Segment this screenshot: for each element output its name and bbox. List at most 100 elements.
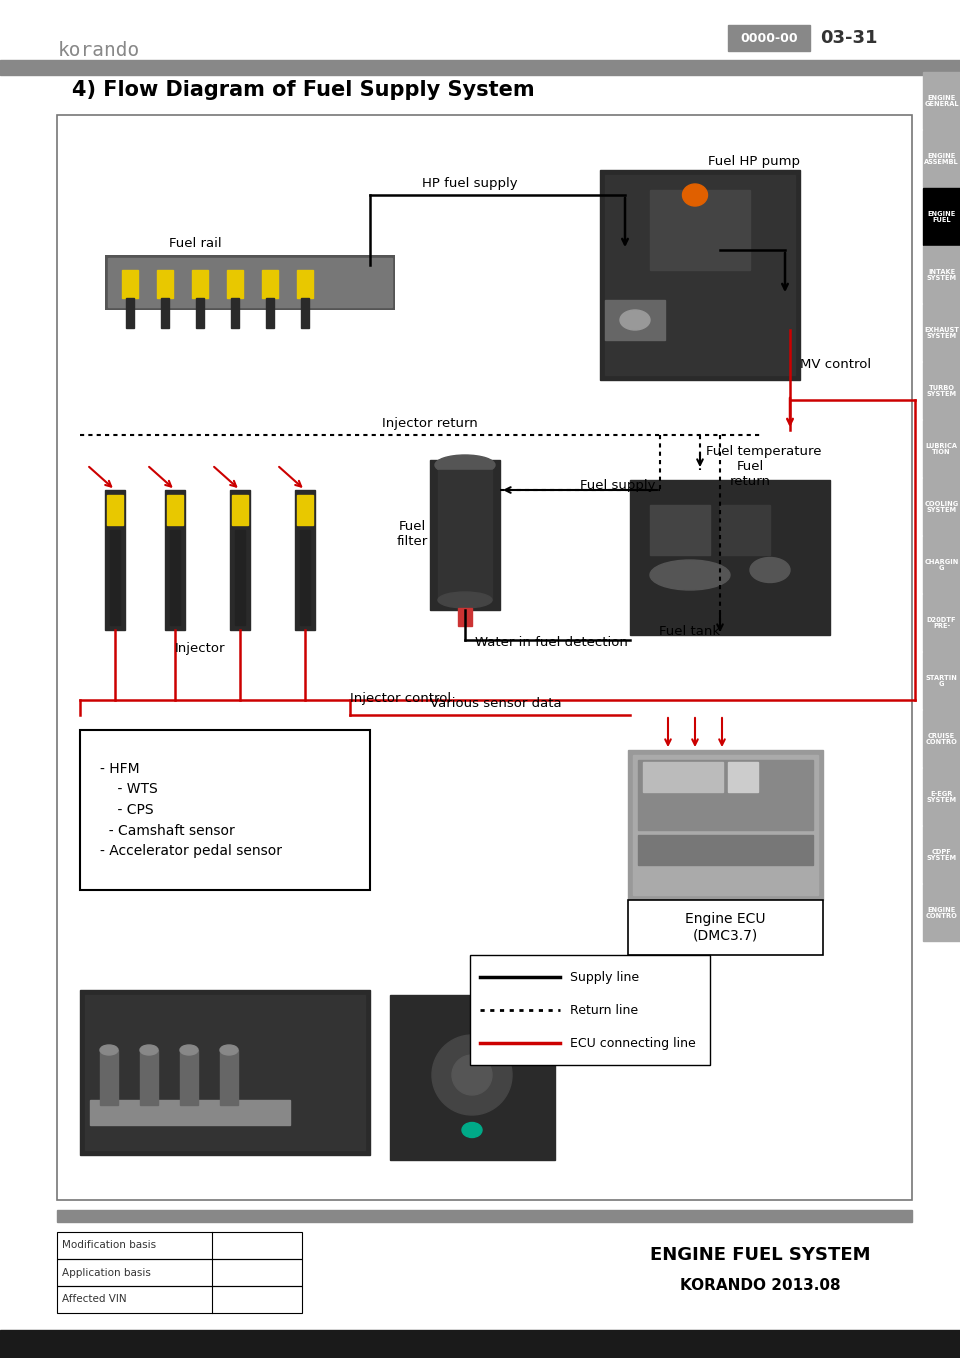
Ellipse shape (100, 1046, 118, 1055)
Bar (85, 995, 365, 1150)
Bar (80, 990, 370, 1156)
Ellipse shape (432, 1035, 512, 1115)
Text: D20DTF
PRE-: D20DTF PRE- (926, 617, 956, 630)
Bar (643, 762, 723, 792)
Text: 4) Flow Diagram of Fuel Supply System: 4) Flow Diagram of Fuel Supply System (72, 80, 535, 100)
Bar (650, 190, 750, 270)
Text: HP fuel supply: HP fuel supply (422, 177, 517, 190)
Text: Fuel
return: Fuel return (730, 460, 771, 488)
Text: Injector: Injector (175, 642, 226, 655)
Text: TURBO
SYSTEM: TURBO SYSTEM (926, 384, 956, 398)
Bar (297, 496, 313, 526)
Bar (262, 270, 278, 297)
Bar (295, 490, 315, 630)
Bar (107, 496, 123, 526)
Bar (458, 608, 472, 626)
Ellipse shape (683, 183, 708, 206)
Text: ENGINE
ASSEMBL: ENGINE ASSEMBL (924, 152, 959, 166)
Bar (635, 485, 825, 630)
Bar (923, 187, 960, 244)
Bar (923, 652, 960, 709)
Bar (57, 1210, 912, 1222)
Text: Water in fuel detection: Water in fuel detection (475, 637, 628, 649)
Text: Supply line: Supply line (570, 971, 639, 983)
Text: MV control: MV control (800, 359, 871, 372)
Ellipse shape (452, 1055, 492, 1095)
Text: INTAKE
SYSTEM: INTAKE SYSTEM (926, 269, 956, 281)
Bar (170, 530, 180, 625)
Bar (923, 884, 960, 941)
Text: Application basis: Application basis (62, 1267, 151, 1278)
Bar (923, 593, 960, 650)
Bar (638, 760, 813, 830)
Text: Injector control: Injector control (350, 693, 451, 705)
Ellipse shape (438, 592, 492, 608)
Bar (605, 300, 665, 340)
Bar (728, 24, 810, 52)
Bar (105, 490, 125, 630)
Text: EXHAUST
SYSTEM: EXHAUST SYSTEM (924, 326, 959, 340)
Text: Fuel HP pump: Fuel HP pump (708, 155, 800, 168)
Bar (230, 490, 250, 630)
Text: Affected VIN: Affected VIN (62, 1294, 127, 1305)
Text: STARTIN
G: STARTIN G (925, 675, 957, 687)
Bar (180, 1050, 198, 1105)
Bar (110, 530, 120, 625)
Bar (390, 995, 555, 1160)
Text: Fuel
filter: Fuel filter (396, 520, 428, 549)
Text: Return line: Return line (570, 1004, 638, 1017)
Bar (57, 115, 912, 1200)
Text: CHARGIN
G: CHARGIN G (924, 558, 959, 572)
Bar (628, 900, 823, 955)
Ellipse shape (140, 1046, 158, 1055)
Bar (266, 297, 274, 329)
Bar (232, 496, 248, 526)
Ellipse shape (650, 559, 730, 589)
Bar (192, 270, 208, 297)
Bar (126, 297, 134, 329)
Bar (122, 270, 138, 297)
Bar (600, 170, 800, 380)
Text: 0000-00: 0000-00 (740, 31, 798, 45)
Bar (57, 1286, 302, 1313)
Bar (430, 460, 500, 610)
Ellipse shape (462, 1123, 482, 1138)
Bar (728, 762, 758, 792)
Bar (157, 270, 173, 297)
Bar (57, 1259, 302, 1286)
Bar (720, 505, 770, 555)
Ellipse shape (435, 455, 495, 475)
Bar (630, 479, 830, 636)
Text: ENGINE
FUEL: ENGINE FUEL (927, 210, 955, 224)
Text: Modification basis: Modification basis (62, 1240, 156, 1251)
Bar (165, 490, 185, 630)
Bar (300, 530, 310, 625)
Text: Injector return: Injector return (382, 417, 478, 430)
Bar (100, 1050, 118, 1105)
Ellipse shape (220, 1046, 238, 1055)
Bar (923, 769, 960, 824)
Bar (80, 731, 370, 889)
Text: ENGINE
GENERAL: ENGINE GENERAL (924, 95, 959, 107)
Text: Fuel temperature: Fuel temperature (706, 445, 822, 458)
Text: Fuel supply: Fuel supply (580, 478, 655, 492)
Bar (105, 255, 395, 310)
Bar (227, 270, 243, 297)
Bar (57, 1232, 302, 1259)
Bar (231, 297, 239, 329)
Text: KORANDO 2013.08: KORANDO 2013.08 (680, 1278, 840, 1293)
Ellipse shape (620, 310, 650, 330)
Bar (605, 175, 795, 375)
Text: 03-31: 03-31 (820, 29, 877, 48)
Bar (923, 72, 960, 129)
Bar (923, 420, 960, 477)
Bar (301, 297, 309, 329)
Bar (196, 297, 204, 329)
Bar (923, 536, 960, 592)
Bar (923, 478, 960, 535)
Text: CRUISE
CONTRO: CRUISE CONTRO (925, 732, 957, 746)
Bar (923, 304, 960, 360)
Text: Various sensor data: Various sensor data (430, 697, 562, 710)
Text: E-EGR
SYSTEM: E-EGR SYSTEM (926, 790, 956, 804)
Text: Fuel rail: Fuel rail (169, 238, 222, 250)
